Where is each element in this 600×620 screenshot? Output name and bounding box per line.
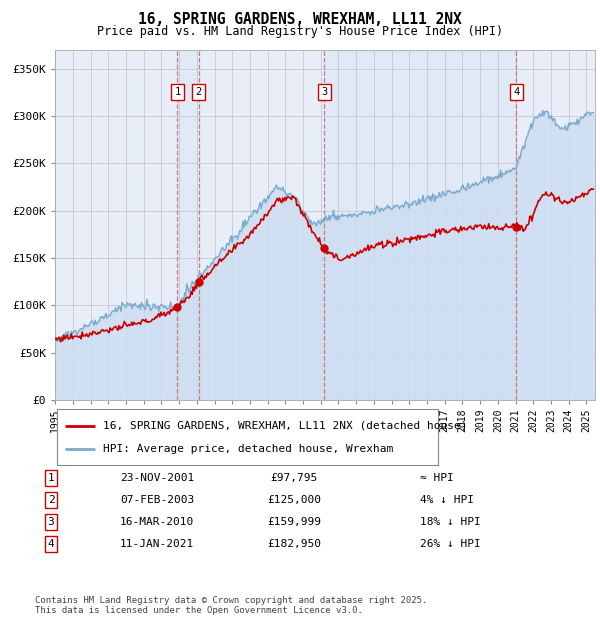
Text: 18% ↓ HPI: 18% ↓ HPI — [420, 517, 481, 527]
Text: 4: 4 — [47, 539, 55, 549]
Text: £97,795: £97,795 — [271, 473, 317, 483]
Text: 3: 3 — [47, 517, 55, 527]
Text: 3: 3 — [321, 87, 328, 97]
Text: 23-NOV-2001: 23-NOV-2001 — [120, 473, 194, 483]
Text: 16, SPRING GARDENS, WREXHAM, LL11 2NX (detached house): 16, SPRING GARDENS, WREXHAM, LL11 2NX (d… — [103, 421, 467, 431]
Text: 4: 4 — [513, 87, 520, 97]
Text: £182,950: £182,950 — [267, 539, 321, 549]
Text: 2: 2 — [47, 495, 55, 505]
Point — [173, 303, 182, 312]
Point — [320, 244, 329, 254]
Text: 16, SPRING GARDENS, WREXHAM, LL11 2NX: 16, SPRING GARDENS, WREXHAM, LL11 2NX — [138, 12, 462, 27]
Text: £159,999: £159,999 — [267, 517, 321, 527]
Text: ≈ HPI: ≈ HPI — [420, 473, 454, 483]
Text: 11-JAN-2021: 11-JAN-2021 — [120, 539, 194, 549]
Bar — [178, 50, 199, 400]
Text: 16-MAR-2010: 16-MAR-2010 — [120, 517, 194, 527]
Text: 1: 1 — [174, 87, 181, 97]
Point — [512, 222, 521, 232]
Text: HPI: Average price, detached house, Wrexham: HPI: Average price, detached house, Wrex… — [103, 445, 393, 454]
Text: 26% ↓ HPI: 26% ↓ HPI — [420, 539, 481, 549]
Point — [194, 277, 203, 286]
Bar — [325, 50, 517, 400]
Text: Price paid vs. HM Land Registry's House Price Index (HPI): Price paid vs. HM Land Registry's House … — [97, 25, 503, 38]
Text: £125,000: £125,000 — [267, 495, 321, 505]
Text: 2: 2 — [196, 87, 202, 97]
Text: Contains HM Land Registry data © Crown copyright and database right 2025.
This d: Contains HM Land Registry data © Crown c… — [35, 596, 427, 615]
Text: 4% ↓ HPI: 4% ↓ HPI — [420, 495, 474, 505]
Text: 07-FEB-2003: 07-FEB-2003 — [120, 495, 194, 505]
Text: 1: 1 — [47, 473, 55, 483]
